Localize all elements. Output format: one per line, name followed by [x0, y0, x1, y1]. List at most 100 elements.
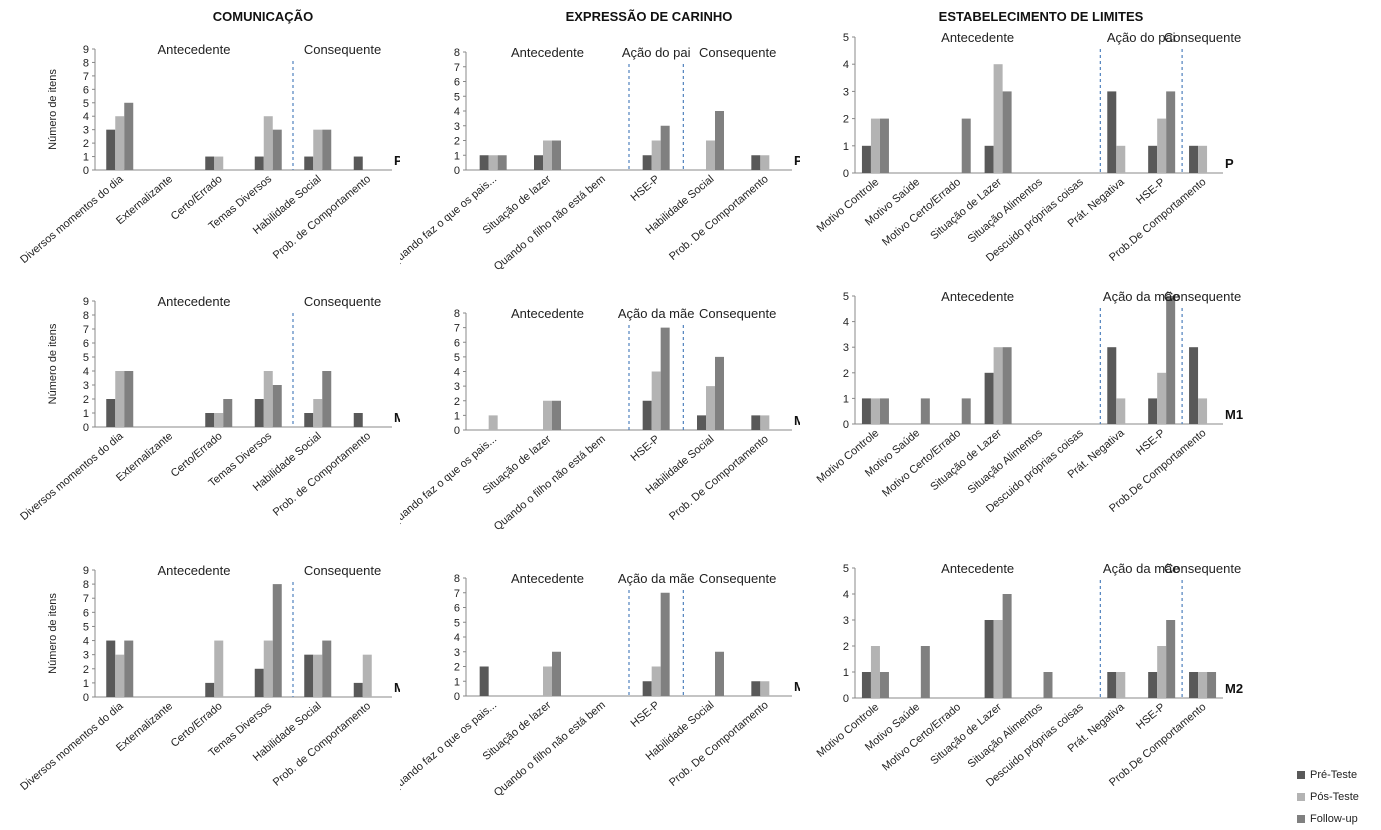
bar-pos-teste-prob-de-comportamento: [760, 155, 770, 170]
bar-pre-teste-prob-de-comportamento: [751, 155, 761, 170]
y-tick-label: 4: [843, 59, 849, 71]
bar-pre-teste-prat-negativa: [1107, 91, 1117, 173]
bar-pre-teste-motivo-controle: [861, 145, 871, 173]
legend-label: Follow-up: [1310, 813, 1358, 825]
bar-pre-teste-prob-de-comportamento: [353, 156, 363, 170]
bar-pos-teste-prob-de-comportamento: [760, 681, 770, 696]
bar-follow-up-motivo-certo-errado: [961, 398, 971, 424]
bar-pos-teste-prob-de-comportamento: [1198, 145, 1208, 173]
bar-follow-up-motivo-controle: [879, 672, 889, 698]
y-tick-label: 3: [843, 615, 849, 627]
respondent-label: M2: [1225, 681, 1243, 696]
bar-pre-teste-prob-de-comportamento: [1189, 347, 1199, 424]
x-tick-label: Prob. de Comportamento: [271, 700, 373, 789]
bar-pre-teste-situacao-de-lazer: [984, 620, 994, 698]
x-tick-label: Quando o filho não está bem: [492, 433, 608, 533]
bar-follow-up-hse-p: [660, 125, 670, 170]
bar-pos-teste-prat-negativa: [1116, 145, 1126, 173]
group-label-acao-da-mae: Ação da mãe: [1103, 289, 1180, 304]
y-tick-label: 0: [83, 692, 89, 704]
y-tick-label: 6: [83, 338, 89, 350]
bar-pre-teste-prat-negativa: [1107, 347, 1117, 424]
bar-pre-teste-prob-de-comportamento: [1189, 672, 1199, 698]
bar-follow-up-certo-errado: [223, 399, 233, 427]
bar-follow-up-diversos-momentos-do-dia: [124, 371, 134, 427]
bar-follow-up-situacao-de-lazer: [552, 651, 561, 696]
y-tick-label: 0: [843, 693, 849, 705]
bar-follow-up-hse-p: [1166, 296, 1176, 424]
legend-item-pre-teste: Pré-Teste: [1297, 764, 1359, 786]
group-label-antecedente: Antecedente: [511, 45, 584, 60]
respondent-label: P: [1225, 156, 1234, 171]
x-tick-label: Prob. De Comportamento: [667, 699, 771, 789]
group-label-consequente: Consequente: [699, 306, 776, 321]
bar-pre-teste-situacao-de-lazer: [984, 145, 994, 173]
respondent-label: M1: [1225, 407, 1243, 422]
y-tick-label: 5: [454, 91, 460, 103]
bar-pos-teste-certo-errado: [214, 640, 224, 697]
respondent-label: M1: [394, 410, 400, 425]
y-tick-label: 9: [83, 296, 89, 308]
bar-pre-teste-diversos-momentos-do-dia: [106, 399, 116, 427]
bar-pos-teste-temas-diversos: [263, 116, 273, 170]
y-tick-label: 1: [843, 393, 849, 405]
bar-follow-up-situacao-de-lazer: [552, 400, 561, 430]
y-tick-label: 0: [83, 422, 89, 434]
column-title-expressao-carinho: EXPRESSÃO DE CARINHO: [565, 9, 733, 24]
bar-pos-teste-prob-de-comportamento: [362, 654, 372, 697]
y-tick-label: 8: [83, 57, 89, 69]
bar-pre-teste-situacao-de-lazer: [984, 372, 994, 424]
group-label-consequente: Consequente: [699, 45, 776, 60]
bar-pre-teste-motivo-controle: [861, 672, 871, 698]
bar-pre-teste-prat-negativa: [1107, 672, 1117, 698]
bar-follow-up-habilidade-social: [322, 129, 332, 170]
bar-pre-teste-habilidade-social: [304, 156, 314, 170]
y-tick-label: 8: [83, 579, 89, 591]
group-label-acao-da-mae: Ação da mãe: [1103, 561, 1180, 576]
y-tick-label: 1: [454, 410, 460, 422]
y-tick-label: 6: [454, 77, 460, 89]
bar-pre-teste-diversos-momentos-do-dia: [106, 640, 116, 697]
y-tick-label: 7: [454, 323, 460, 335]
bar-pos-teste-temas-diversos: [263, 640, 273, 697]
x-tick-label: Prob. de Comportamento: [271, 173, 373, 262]
bar-pos-teste-certo-errado: [214, 413, 224, 427]
x-tick-label: Prob. De Comportamento: [667, 433, 771, 523]
bar-follow-up-hse-p: [1166, 620, 1176, 698]
group-label-antecedente: Antecedente: [157, 563, 230, 578]
legend-swatch: [1297, 815, 1305, 823]
y-tick-label: 1: [83, 152, 89, 164]
bar-pos-teste-prob-de-comportamento: [760, 415, 770, 430]
bar-pos-teste-diversos-momentos-do-dia: [115, 371, 125, 427]
y-tick-label: 2: [843, 641, 849, 653]
bar-pre-teste-certo-errado: [205, 156, 215, 170]
group-label-consequente: Consequente: [304, 294, 381, 309]
respondent-label: M2: [794, 679, 800, 694]
y-axis-label: Número de itens: [47, 69, 59, 150]
column-title-comunicacao: COMUNICAÇÃO: [212, 9, 314, 24]
y-tick-label: 3: [83, 650, 89, 662]
respondent-label: P: [794, 153, 800, 168]
bar-follow-up-motivo-controle: [879, 118, 889, 173]
y-axis-label: Número de itens: [47, 323, 59, 404]
x-tick-label: Situação de Lazer: [928, 176, 1004, 242]
bar-pre-teste-prob-de-comportamento: [751, 681, 761, 696]
y-tick-label: 8: [83, 310, 89, 322]
y-tick-label: 6: [83, 607, 89, 619]
y-tick-label: 2: [454, 136, 460, 148]
bar-pre-teste-hse-p: [642, 681, 652, 696]
bar-follow-up-hse-p: [660, 327, 670, 430]
y-tick-label: 3: [843, 86, 849, 98]
bar-pos-teste-situacao-de-lazer: [993, 64, 1003, 173]
y-tick-label: 4: [83, 366, 89, 378]
bar-pre-teste-prob-de-comportamento: [751, 415, 761, 430]
bar-pre-teste-quando-faz-o-que-os-pais: [479, 155, 489, 170]
bar-pre-teste-motivo-controle: [861, 398, 871, 424]
bar-pre-teste-hse-p: [1148, 672, 1158, 698]
bar-follow-up-temas-diversos: [272, 584, 282, 697]
bar-pre-teste-hse-p: [1148, 145, 1158, 173]
y-tick-label: 4: [454, 367, 460, 379]
group-label-acao-da-mae: Ação da mãe: [618, 571, 695, 586]
y-tick-label: 4: [843, 317, 849, 329]
